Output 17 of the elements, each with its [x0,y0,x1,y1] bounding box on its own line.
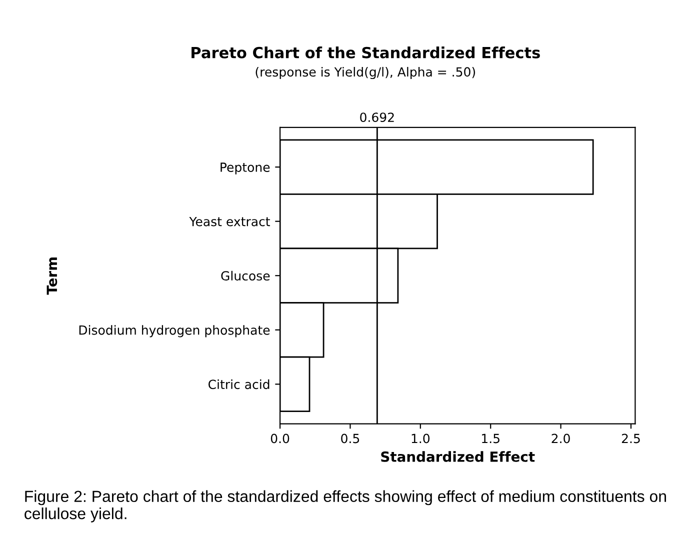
x-tick-label: 1.5 [482,434,500,444]
x-tick-label: 1.0 [412,434,430,444]
y-tick-label: Disodium hydrogen phosphate [79,325,270,338]
chart-subtitle: (response is Yield(g/l), Alpha = .50) [256,66,476,80]
x-tick-label: 2.5 [622,434,640,444]
x-tick-label: 2.0 [552,434,570,444]
y-tick-label: Yeast extract [189,216,270,226]
x-tick-label: 0.5 [341,434,360,444]
caption: Figure 2: Pareto chart of the standardized effects showing effect of medium constituents on cellulose yield. [24,490,666,522]
y-tick-label: Peptone [220,162,270,174]
x-tick-label: 0.0 [270,434,290,444]
y-axis-title: Term [46,258,58,295]
y-tick-label: Citric acid [208,379,270,390]
y-tick-label: Glucose [221,270,270,281]
x-axis-title: Standardized Effect [381,451,535,462]
chart-title: Pareto Chart of the Standardized Effects [192,46,540,58]
ref-line-label: 0.692 [360,112,394,122]
